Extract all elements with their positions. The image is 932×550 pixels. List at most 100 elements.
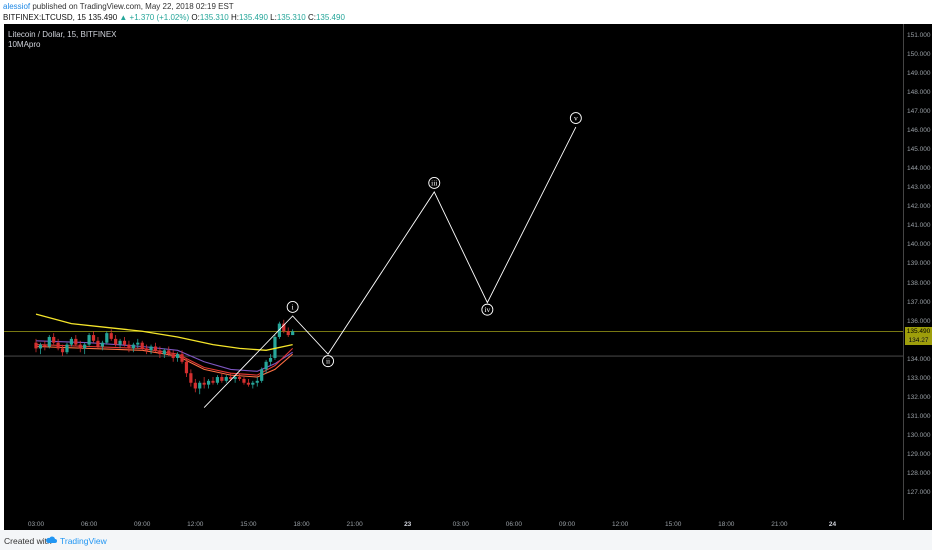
candle-body — [83, 344, 87, 349]
price-tick-label: 127.000 — [907, 489, 931, 497]
price-tick-label: 147.000 — [907, 107, 931, 115]
elliott-wave-line — [203, 126, 577, 408]
time-tick-label: 06:00 — [505, 521, 523, 528]
candle-body — [211, 380, 215, 383]
candle-body — [34, 342, 38, 349]
time-tick-label: 03:00 — [452, 521, 469, 528]
candle-body — [87, 335, 91, 345]
time-tick-label: 21:00 — [346, 521, 363, 528]
time-tick-label: 06:00 — [80, 521, 98, 528]
price-axis[interactable]: 135.490 134.27 151.000 150.000 149.000 148.… — [903, 24, 932, 520]
candle-body — [149, 346, 153, 351]
wave-label-iv: iv — [484, 305, 490, 314]
candle-body — [286, 331, 290, 336]
chart-legend: Litecoin / Dollar, 15, BITFINEX 10MApro — [8, 30, 117, 50]
tradingview-cloud-icon — [46, 536, 57, 543]
open-value: 135.310 — [199, 13, 229, 22]
price-tick-label: 136.000 — [907, 317, 931, 325]
candle-body — [220, 377, 224, 381]
time-tick-label: 23 — [404, 521, 412, 528]
candle-body — [167, 350, 171, 355]
candle-body — [215, 377, 220, 383]
price-tick-label: 144.000 — [907, 165, 931, 173]
open-label: O: — [191, 13, 200, 22]
candle-body — [193, 382, 197, 389]
wave-label-circle — [286, 301, 299, 313]
candle-body — [251, 382, 255, 385]
candle-body — [224, 377, 228, 381]
wave-label-ii: ii — [326, 357, 330, 366]
price-tick-label: 140.000 — [907, 241, 931, 249]
high-label: H: — [230, 13, 239, 22]
candle-body — [145, 348, 149, 351]
chart-pane[interactable]: i ii iii iv v Litecoin / Dollar, 15, BITFINE… — [4, 24, 907, 520]
time-tick-label: 18:00 — [293, 521, 310, 528]
candle-body — [242, 378, 246, 383]
candle-body — [47, 336, 51, 347]
candle-body — [260, 369, 264, 381]
time-tick-label: 24 — [828, 521, 837, 528]
wave-label-v: v — [574, 114, 578, 123]
publish-info: alessiof published on TradingView.com, M… — [3, 2, 234, 11]
candle-body — [176, 354, 180, 358]
candle-body — [153, 346, 158, 351]
candle-body — [136, 342, 140, 345]
candle-body — [114, 338, 118, 345]
candle-body — [237, 377, 242, 379]
author-link[interactable]: alessiof — [3, 2, 31, 11]
indicator-label[interactable]: 10MApro — [8, 40, 41, 49]
candle-body — [189, 373, 193, 383]
candle-body — [74, 338, 78, 345]
price-tick-label: 137.000 — [907, 298, 931, 306]
candle-body — [229, 377, 233, 379]
candle-body — [38, 344, 43, 349]
last-price: 135.490 — [88, 13, 118, 22]
price-tick-label: 130.000 — [907, 432, 931, 440]
price-tick-label: 128.000 — [907, 470, 931, 478]
moving-average-line — [35, 345, 294, 378]
candle-body — [180, 354, 184, 362]
candle-body — [162, 350, 166, 355]
time-axis[interactable]: 03:00 06:00 09:00 12:00 15:00 18:00 21:00 23 03:… — [4, 520, 907, 530]
candle-body — [78, 344, 82, 349]
time-tick-label: 15:00 — [240, 521, 257, 528]
candle-body — [91, 335, 96, 341]
candle-body — [206, 380, 211, 385]
wave-label-i: i — [292, 303, 294, 312]
close-value: 135.490 — [315, 13, 345, 22]
price-tick-label: 143.000 — [907, 184, 931, 192]
candle-body — [282, 323, 286, 332]
candle-body — [246, 382, 250, 385]
price-tick-label: 142.000 — [907, 203, 931, 211]
candle-body — [65, 344, 69, 353]
candle-body — [140, 342, 144, 349]
time-tick-label: 18:00 — [718, 521, 735, 528]
candle-body — [131, 344, 135, 349]
price-tick-label: 141.000 — [907, 222, 931, 230]
symbol-label: BITFINEX:LTCUSD, 15 — [3, 13, 86, 22]
candle-body — [60, 348, 65, 353]
time-tick-label: 12:00 — [611, 521, 629, 528]
time-tick-label: 21:00 — [771, 521, 788, 528]
price-tick-label: 131.000 — [907, 413, 931, 421]
candle-body — [69, 338, 73, 345]
price-tick-label: 146.000 — [907, 126, 931, 134]
created-with-label: Created with — [4, 536, 52, 546]
close-label: C: — [307, 13, 316, 22]
candle-body — [268, 357, 273, 362]
time-tick-label: 09:00 — [134, 521, 151, 528]
candle-body — [105, 333, 109, 343]
moving-average-line — [35, 344, 294, 376]
candle-body — [127, 344, 131, 349]
candle-body — [184, 361, 189, 374]
candle-body — [100, 342, 104, 347]
time-tick-label: 15:00 — [665, 521, 682, 528]
chart-title: Litecoin / Dollar, 15, BITFINEX — [8, 30, 117, 39]
price-tick-label: 139.000 — [907, 260, 931, 268]
tradingview-brand-link[interactable]: TradingView — [60, 536, 107, 546]
wave-label-circle — [481, 303, 494, 316]
candle-body — [122, 340, 127, 345]
price-tick-label: 133.000 — [907, 374, 931, 382]
price-tick-label: 148.000 — [907, 88, 931, 96]
